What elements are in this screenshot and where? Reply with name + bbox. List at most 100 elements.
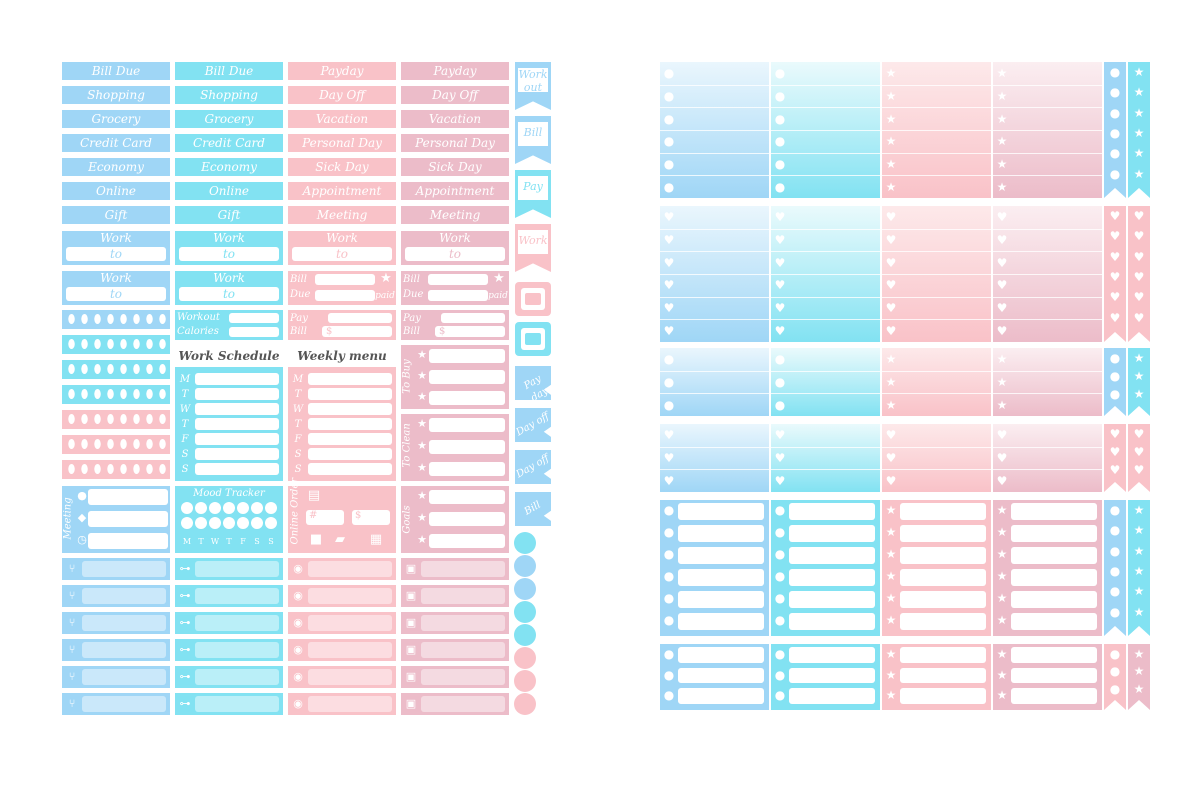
write-line — [429, 440, 505, 454]
label-text: Bill Due — [204, 64, 254, 78]
icon-label-sticker: ▣ — [401, 666, 509, 688]
circle-icon: ● — [663, 591, 675, 605]
pay-bill-label: Pay Bill — [403, 313, 421, 337]
heart-icon: ♥ — [663, 278, 675, 293]
drop-icon: ⬮ — [93, 312, 102, 326]
circle-icon: ● — [663, 688, 675, 703]
icon-label-sticker: ⑂ — [62, 585, 170, 607]
write-line — [900, 547, 986, 564]
divider — [882, 175, 991, 177]
star-icon: ★ — [1133, 65, 1145, 79]
write-line — [195, 373, 279, 385]
divider — [993, 251, 1102, 253]
star-icon: ★ — [417, 348, 427, 361]
drop-icon: ⬮ — [119, 337, 128, 351]
divider — [882, 84, 991, 86]
gradient-box-sticker: ★ ★ ★ ★ ★ ★ — [882, 62, 991, 198]
mood-face — [251, 502, 263, 514]
write-line — [308, 669, 392, 685]
star-icon: ★ — [1133, 351, 1145, 365]
day-letter: W — [292, 404, 304, 415]
circle-icon — [514, 693, 536, 715]
utensils-icon: ⑂ — [68, 562, 76, 575]
heart-icon: ♥ — [1109, 270, 1121, 284]
write-line — [195, 588, 279, 604]
pay-bill-label: Pay Bill — [290, 313, 308, 337]
drop-icon: ⬮ — [80, 337, 89, 351]
label-text: Online — [208, 184, 250, 198]
circle-icon: ● — [1109, 85, 1121, 100]
to-label: to — [222, 247, 236, 261]
write-line — [789, 591, 875, 608]
divider — [993, 84, 1102, 86]
heart-icon: ♥ — [1109, 249, 1121, 264]
heart-icon: ♥ — [774, 278, 786, 293]
divider — [993, 130, 1102, 131]
star-icon: ★ — [1133, 146, 1145, 161]
water-drop-row: ⬮ ⬮ ⬮ ⬮ ⬮ ⬮ ⬮ ⬮ — [62, 460, 170, 479]
to-buy-label: To Buy — [401, 359, 413, 394]
side-strip-sticker: ♥ ♥ ♥ ♥ ♥ ♥ — [1104, 206, 1126, 342]
circle-icon: ● — [774, 352, 786, 367]
day-letter: S — [181, 449, 189, 460]
write-line — [429, 349, 505, 363]
divider — [882, 228, 991, 230]
side-strip-sticker: ♥ ♥ ♥ ♥ ♥ ♥ — [1128, 206, 1150, 342]
star-icon: ★ — [1133, 126, 1145, 140]
drop-icon: ⬮ — [106, 462, 115, 476]
to-label: to — [335, 247, 349, 261]
drop-icon: ⬮ — [67, 412, 76, 426]
icon-label-sticker: ⑂ — [62, 693, 170, 715]
utensils-icon: ⑂ — [68, 670, 76, 683]
circle-icon: ● — [663, 397, 675, 412]
heart-icon: ♥ — [885, 428, 897, 443]
heart-icon: ♥ — [885, 210, 897, 225]
heart-icon: ♥ — [774, 301, 786, 315]
circle-icon: ● — [1109, 647, 1121, 661]
circle-icon: ● — [663, 375, 675, 389]
write-line — [421, 588, 505, 604]
write-line — [678, 525, 764, 542]
divider — [993, 274, 1102, 275]
work-title: Work — [213, 271, 245, 285]
write-line — [308, 373, 392, 385]
heart-icon: ♥ — [663, 301, 675, 315]
write-line — [195, 403, 279, 415]
label-text: Economy — [88, 160, 144, 174]
circle-icon: ● — [774, 503, 786, 517]
star-icon: ★ — [417, 369, 427, 382]
icon-label-sticker: ▣ — [401, 639, 509, 661]
drop-icon: ⬮ — [67, 462, 76, 476]
mood-face — [195, 502, 207, 514]
drop-icon: ⬮ — [67, 337, 76, 351]
star-icon: ★ — [885, 66, 897, 81]
heart-icon: ♥ — [1133, 445, 1145, 459]
bill-due-sticker: Bill Due ★ paid — [401, 271, 509, 305]
write-line — [678, 667, 764, 684]
icon-label-sticker: ▣ — [401, 585, 509, 607]
label-text: Personal Day — [302, 136, 382, 150]
heart-icon: ♥ — [1109, 209, 1121, 223]
icon-label-sticker: ⑂ — [62, 558, 170, 580]
divider — [771, 393, 880, 395]
gradient-box-sticker: ♥ ♥ ♥ ♥ ♥ ♥ — [882, 206, 991, 342]
star-icon: ★ — [1133, 369, 1145, 383]
icon-label-sticker: ◉ — [288, 558, 396, 580]
write-line — [900, 503, 986, 520]
icon-label-sticker: ◉ — [288, 585, 396, 607]
drop-icon: ⬮ — [119, 462, 128, 476]
label-text: Grocery — [204, 112, 254, 126]
divider — [660, 319, 769, 321]
circle-icon — [514, 624, 536, 646]
label-sticker: Gift — [62, 206, 170, 224]
star-icon: ★ — [996, 157, 1008, 171]
write-line — [678, 613, 764, 630]
goals-sticker: Goals ★ ★ ★ — [401, 486, 509, 553]
heart-icon: ♥ — [663, 233, 675, 247]
write-line — [308, 696, 392, 712]
star-icon: ★ — [417, 511, 427, 524]
divider — [660, 130, 769, 131]
circle-icon: ● — [774, 688, 786, 703]
